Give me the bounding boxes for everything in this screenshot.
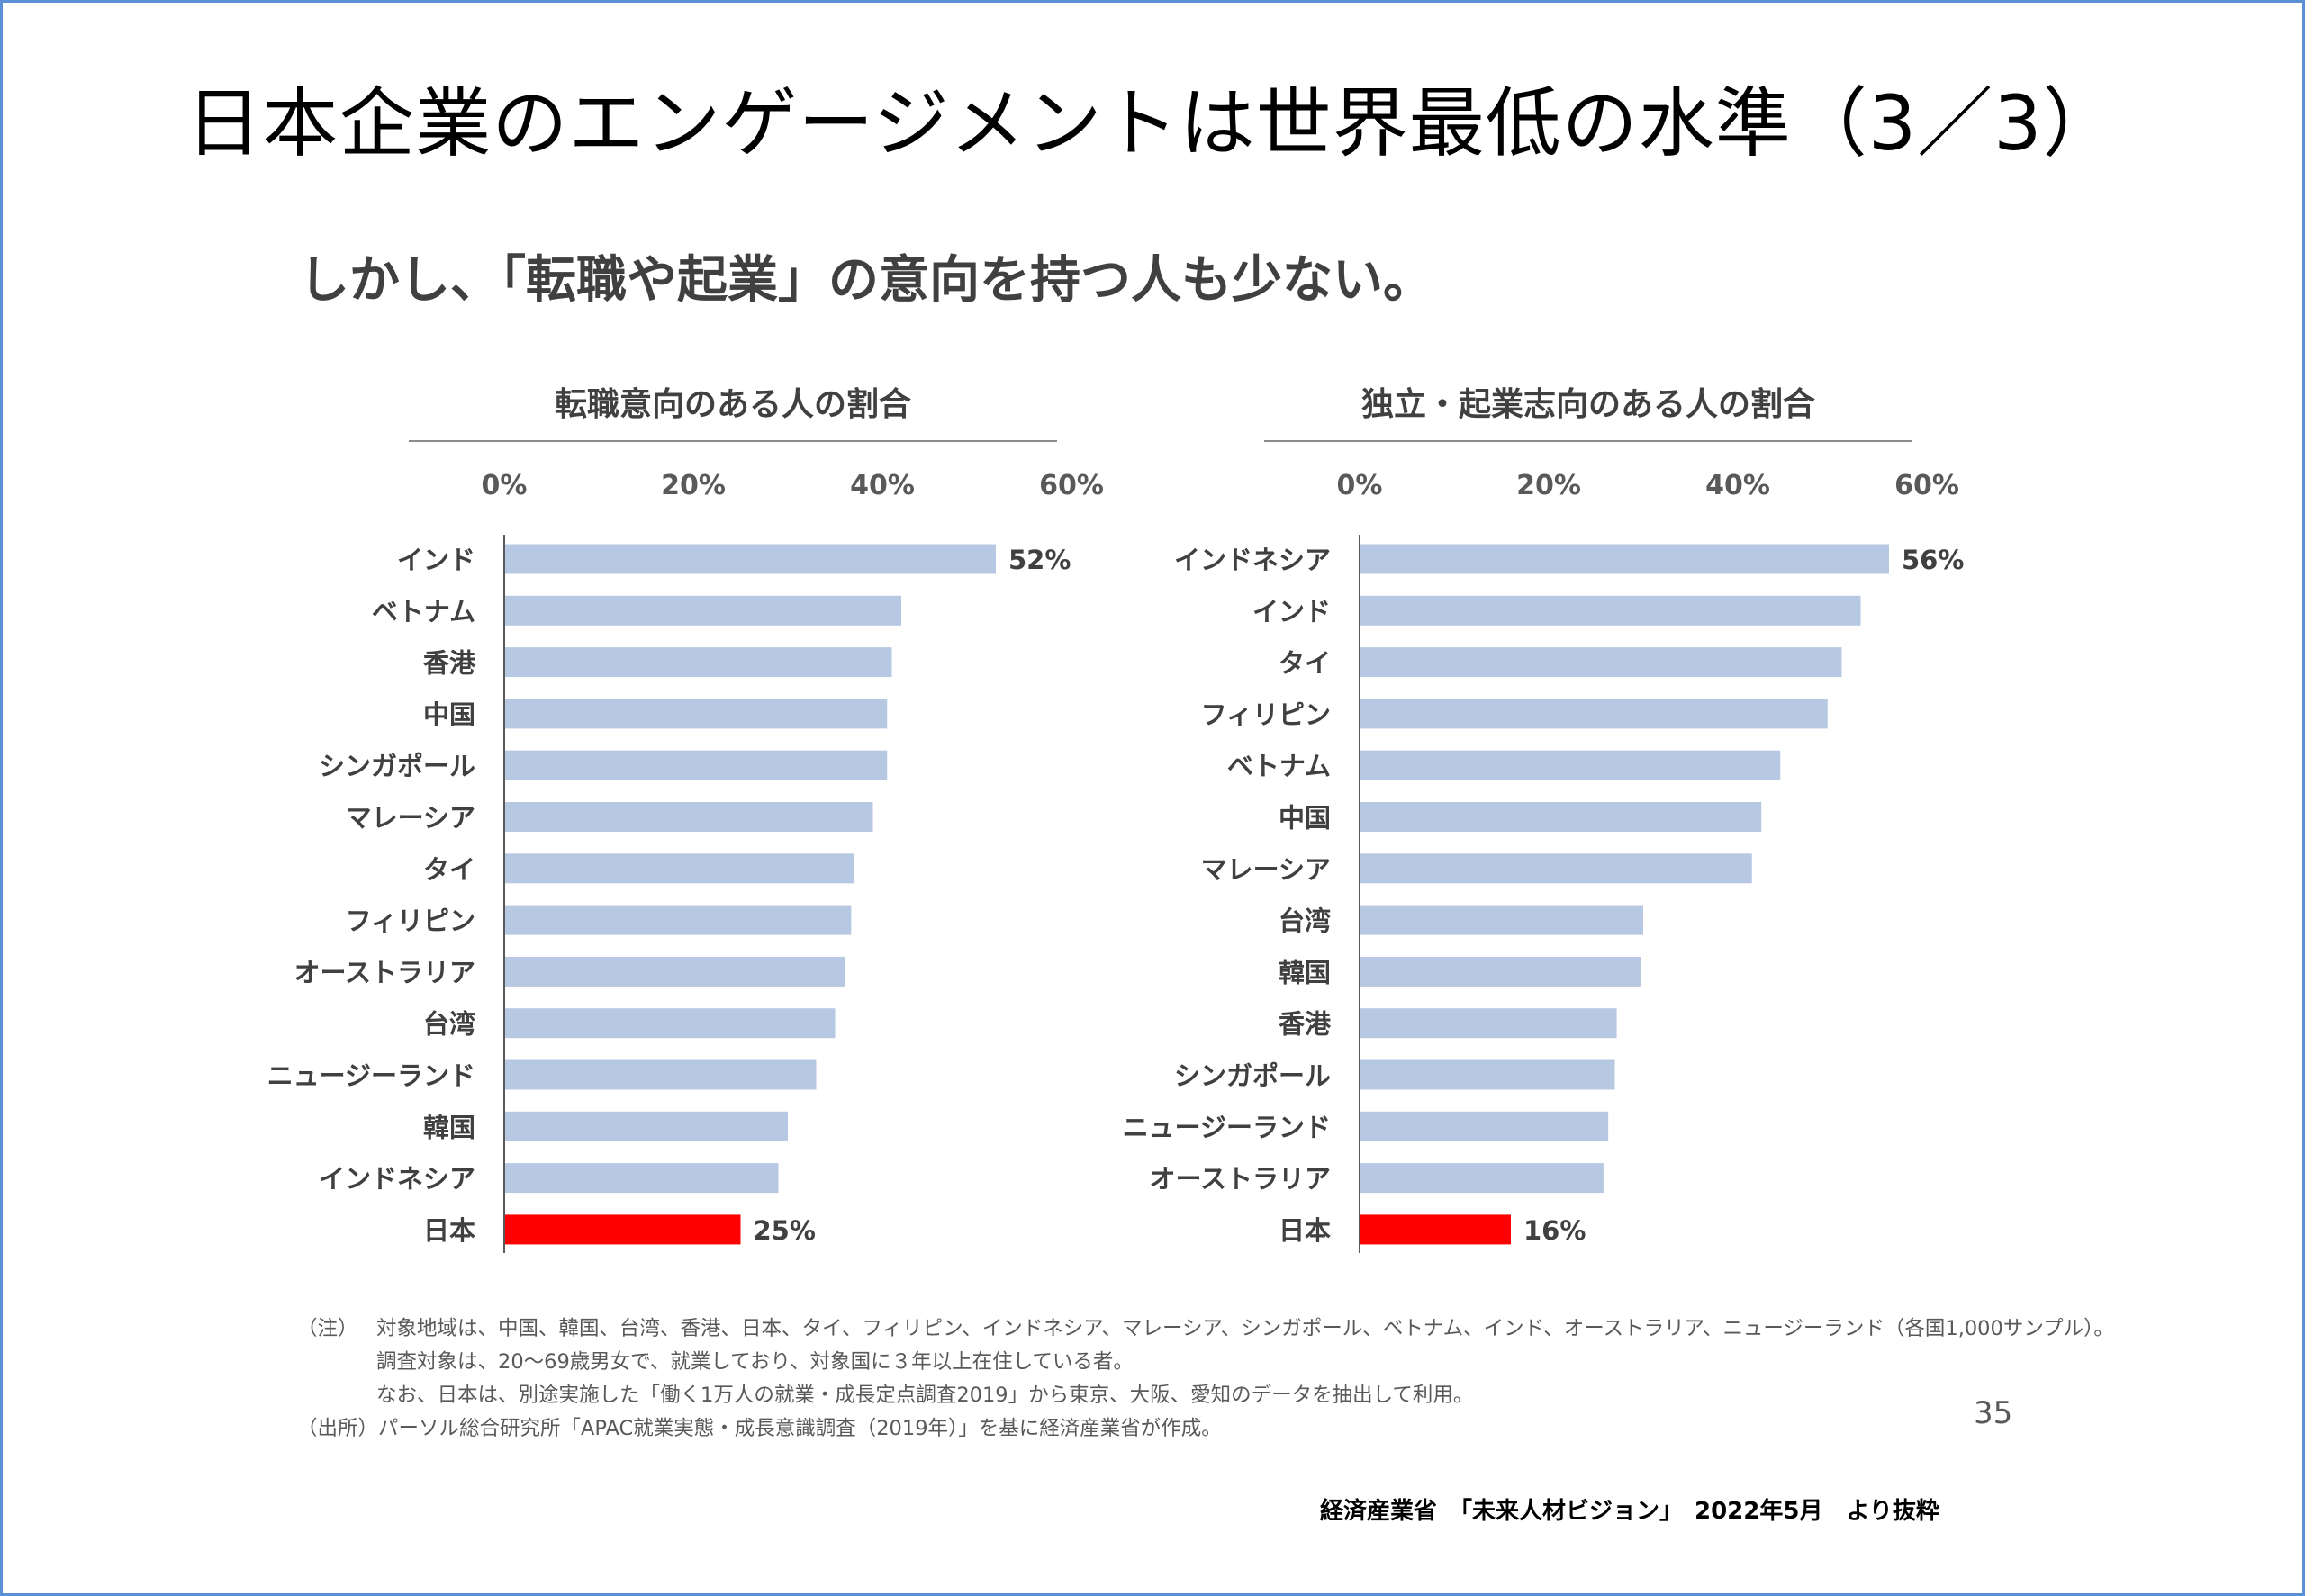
bar [504, 750, 888, 780]
note-text: 対象地域は、中国、韓国、台湾、香港、日本、タイ、フィリピン、インドネシア、マレー… [376, 1317, 2114, 1340]
bar [504, 853, 854, 884]
category-label: フィリピン [1201, 699, 1331, 730]
bar [504, 1214, 741, 1245]
category-label: ベトナム [1227, 751, 1331, 781]
note-text: 調査対象は、20～69歳男女で、就業しており、対象国に３年以上在住している者。 [376, 1350, 1134, 1374]
footnotes: （注） 対象地域は、中国、韓国、台湾、香港、日本、タイ、フィリピン、インドネシア、… [297, 1312, 2114, 1446]
bar [504, 1008, 836, 1039]
bar [1360, 647, 1842, 678]
page-number: 35 [1974, 1395, 2013, 1431]
category-label: 台湾 [423, 1009, 475, 1040]
note-tag: （注） [297, 1317, 358, 1340]
bar [504, 1111, 788, 1141]
bar [504, 905, 852, 935]
value-label: 56% [1902, 545, 1964, 575]
category-label: インドネシア [1174, 545, 1331, 575]
chart-title: 転職意向のある人の割合 [554, 386, 911, 423]
x-tick-label: 60% [1039, 470, 1104, 501]
category-label: シンガポール [1174, 1060, 1331, 1091]
category-label: ニュージーランド [267, 1060, 475, 1091]
value-label: 25% [754, 1215, 816, 1246]
footer-credit: 経済産業省 「未来人材ビジョン」 2022年5月 より抜粋 [1320, 1498, 1939, 1525]
x-tick-label: 0% [1337, 470, 1383, 501]
category-label: インドネシア [319, 1164, 475, 1195]
slide-title: 日本企業のエンゲージメントは世界最低の水準（3／3） [185, 79, 2120, 167]
bar [504, 595, 901, 626]
note-text: なお、日本は、別途実施した「働く1万人の就業・成長定点調査2019」から東京、大… [376, 1384, 1474, 1407]
bar [1360, 1163, 1604, 1194]
x-tick-label: 60% [1894, 470, 1959, 501]
bar [1360, 595, 1861, 626]
bar [504, 1163, 779, 1194]
chart-title-rule [409, 440, 1057, 442]
note-row: 調査対象は、20～69歳男女で、就業しており、対象国に３年以上在住している者。 [297, 1346, 2114, 1379]
bar [1360, 1059, 1615, 1090]
category-label: 香港 [423, 648, 476, 679]
bar [1360, 1111, 1609, 1141]
source-text: パーソル総合研究所「APAC就業実態・成長意識調査（2019年）」を基に経済産業… [378, 1417, 1222, 1440]
x-tick-label: 0% [482, 470, 528, 501]
x-tick-label: 20% [1516, 470, 1581, 501]
category-label: ニュージーランド [1123, 1112, 1331, 1142]
chart-title: 独立・起業志向のある人の割合 [1360, 386, 1815, 423]
bar [1360, 1008, 1617, 1039]
bar [1360, 853, 1752, 884]
bar [504, 647, 892, 678]
bar [504, 699, 888, 729]
category-label: 日本 [423, 1215, 475, 1246]
category-label: タイ [1279, 648, 1331, 679]
bar [1360, 699, 1828, 729]
category-label: オーストラリア [1149, 1164, 1331, 1195]
value-label: 16% [1523, 1215, 1586, 1246]
bar-chart-svg: 0% 20% 40% 60% インドネシア 56% インドタイフィリピンベトナム中国マレーシ… [1123, 470, 1964, 1253]
slide-subtitle: しかし、「転職や起業」の意向を持つ人も少ない。 [299, 251, 1433, 310]
category-label: ベトナム [372, 596, 475, 627]
note-row: なお、日本は、別途実施した「働く1万人の就業・成長定点調査2019」から東京、大… [297, 1379, 2114, 1412]
category-label: インド [1252, 596, 1331, 627]
bar [504, 956, 845, 987]
category-label: 日本 [1279, 1215, 1331, 1246]
category-label: インド [397, 545, 475, 575]
category-label: シンガポール [319, 751, 475, 781]
bar [1360, 750, 1781, 780]
bar [1360, 544, 1889, 574]
bar [504, 544, 996, 574]
value-label: 52% [1008, 545, 1071, 575]
bar [1360, 1214, 1511, 1245]
bar [1360, 905, 1643, 935]
bar [504, 802, 873, 832]
note-row: （注） 対象地域は、中国、韓国、台湾、香港、日本、タイ、フィリピン、インドネシア、… [297, 1312, 2114, 1346]
source-tag: （出所） [297, 1417, 379, 1440]
category-label: 韓国 [423, 1112, 475, 1142]
x-tick-label: 40% [850, 470, 915, 501]
category-label: マレーシア [1201, 854, 1331, 885]
bar [1360, 956, 1641, 987]
category-label: 香港 [1279, 1009, 1332, 1040]
bar [504, 1059, 817, 1090]
chart-title-rule [1264, 440, 1912, 442]
source-row: （出所）パーソル総合研究所「APAC就業実態・成長意識調査（2019年）」を基に… [297, 1412, 2114, 1446]
x-tick-label: 40% [1705, 470, 1770, 501]
category-label: 中国 [423, 699, 475, 730]
category-label: タイ [423, 854, 475, 885]
x-tick-label: 20% [661, 470, 726, 501]
category-label: 中国 [1279, 803, 1331, 834]
category-label: マレーシア [346, 803, 475, 834]
category-label: オーストラリア [294, 957, 475, 987]
bar [1360, 802, 1762, 832]
category-label: 韓国 [1279, 957, 1331, 987]
category-label: フィリピン [346, 906, 475, 936]
category-label: 台湾 [1279, 906, 1331, 936]
bar-chart-svg: 0% 20% 40% 60% インド 52% ベトナム香港中国シンガポールマレーシアタイフィ… [267, 470, 1104, 1253]
